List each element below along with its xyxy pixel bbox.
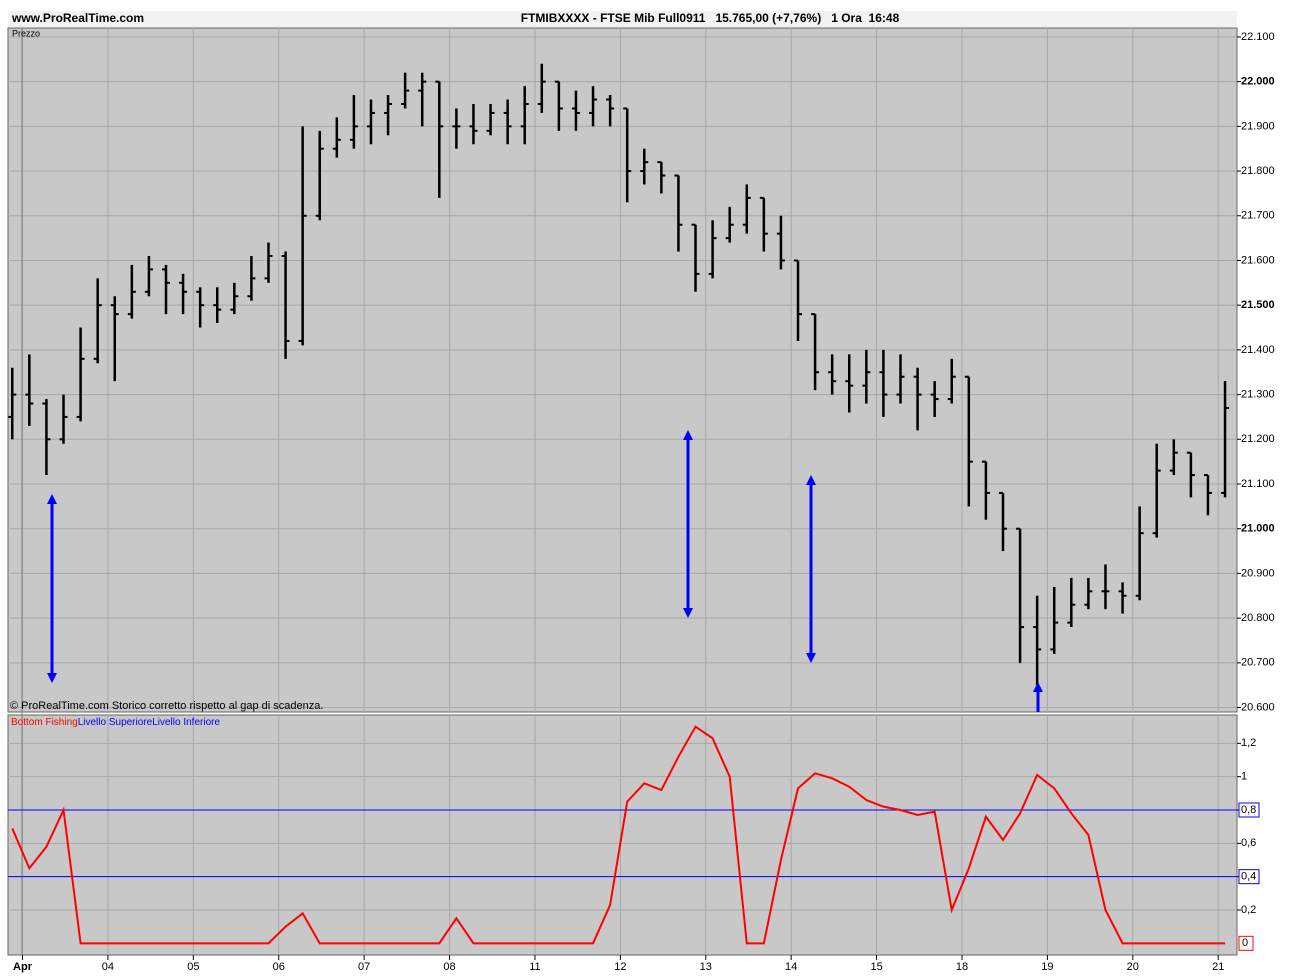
header-bar	[8, 11, 1237, 27]
y-tick-label: 0,2	[1241, 904, 1256, 916]
y-tick-label: 1	[1241, 771, 1247, 783]
grid: 20.600 20.700 20.800 20.900 21.000 21.100 21.2…	[8, 28, 1275, 973]
panel-label: Prezzo	[12, 28, 40, 38]
y-tick-label: 22.000	[1241, 76, 1275, 88]
level-label-box	[1238, 802, 1260, 818]
x-tick-label: 07	[358, 961, 370, 973]
y-tick-label: 0,6	[1241, 837, 1256, 849]
x-tick-label: 12	[614, 961, 626, 973]
arrow-head	[683, 608, 693, 618]
y-tick-label: 1,2	[1241, 737, 1256, 749]
indicator-line	[11, 725, 1226, 945]
annotation-arrows	[47, 430, 1043, 712]
x-tick-label: 18	[956, 961, 968, 973]
x-tick-label: 05	[187, 961, 199, 973]
y-tick-label: 21.100	[1241, 478, 1275, 490]
y-tick-label: 21.600	[1241, 254, 1275, 266]
y-tick-label: 21.900	[1241, 120, 1275, 132]
x-tick-label: 20	[1127, 961, 1139, 973]
marks: 0,8 0,4 0	[8, 63, 1260, 951]
source: www.ProRealTime.com	[11, 11, 144, 25]
y-tick-label: 20.700	[1241, 657, 1275, 669]
level-label-box	[1238, 869, 1260, 885]
x-tick-label: 14	[785, 961, 797, 973]
indicator-legend: Bottom FishingLivello SuperioreLivello I…	[11, 717, 220, 728]
last-value-label: 0	[1242, 937, 1248, 949]
note: © ProRealTime.com Storico corretto rispe…	[10, 700, 323, 712]
x-tick-label: 04	[102, 961, 114, 973]
level-label: 0,4	[1241, 871, 1256, 883]
y-tick-label: 21.000	[1241, 523, 1275, 535]
arrow-head	[806, 475, 816, 485]
y-tick-label: 21.200	[1241, 433, 1275, 445]
y-tick-label: 21.300	[1241, 388, 1275, 400]
arrow-head	[806, 653, 816, 663]
x-tick-label: 06	[273, 961, 285, 973]
y-tick-label: 20.800	[1241, 612, 1275, 624]
x-tick-label: 08	[443, 961, 455, 973]
last-value-box	[1238, 935, 1254, 951]
y-tick-label: 20.900	[1241, 567, 1275, 579]
arrow-head	[47, 673, 57, 683]
y-tick-label: 21.700	[1241, 210, 1275, 222]
y-tick-label: 21.400	[1241, 344, 1275, 356]
chart-title: FTMIBXXXX - FTSE Mib Full0911 15.765,00 …	[521, 11, 900, 25]
level-label: 0,8	[1241, 804, 1256, 816]
arrow-head	[1033, 682, 1043, 692]
y-tick-label: 22.100	[1241, 31, 1275, 43]
x-tick-label: 21	[1212, 961, 1224, 973]
arrow-head	[683, 430, 693, 440]
price-panel	[7, 27, 1238, 713]
x-tick-label: Apr	[13, 961, 33, 973]
x-tick-label: 13	[700, 961, 712, 973]
legend-entry: Livello Superiore	[78, 717, 153, 728]
legend-entry: Bottom Fishing	[11, 717, 78, 728]
arrow-head	[47, 494, 57, 504]
y-tick-label: 20.600	[1241, 701, 1275, 713]
x-tick-label: 15	[870, 961, 882, 973]
x-tick-label: 19	[1041, 961, 1053, 973]
x-tick-label: 11	[529, 961, 540, 973]
legend-entry: Livello Inferiore	[152, 717, 220, 728]
y-tick-label: 21.800	[1241, 165, 1275, 177]
y-tick-label: 21.500	[1241, 299, 1275, 311]
